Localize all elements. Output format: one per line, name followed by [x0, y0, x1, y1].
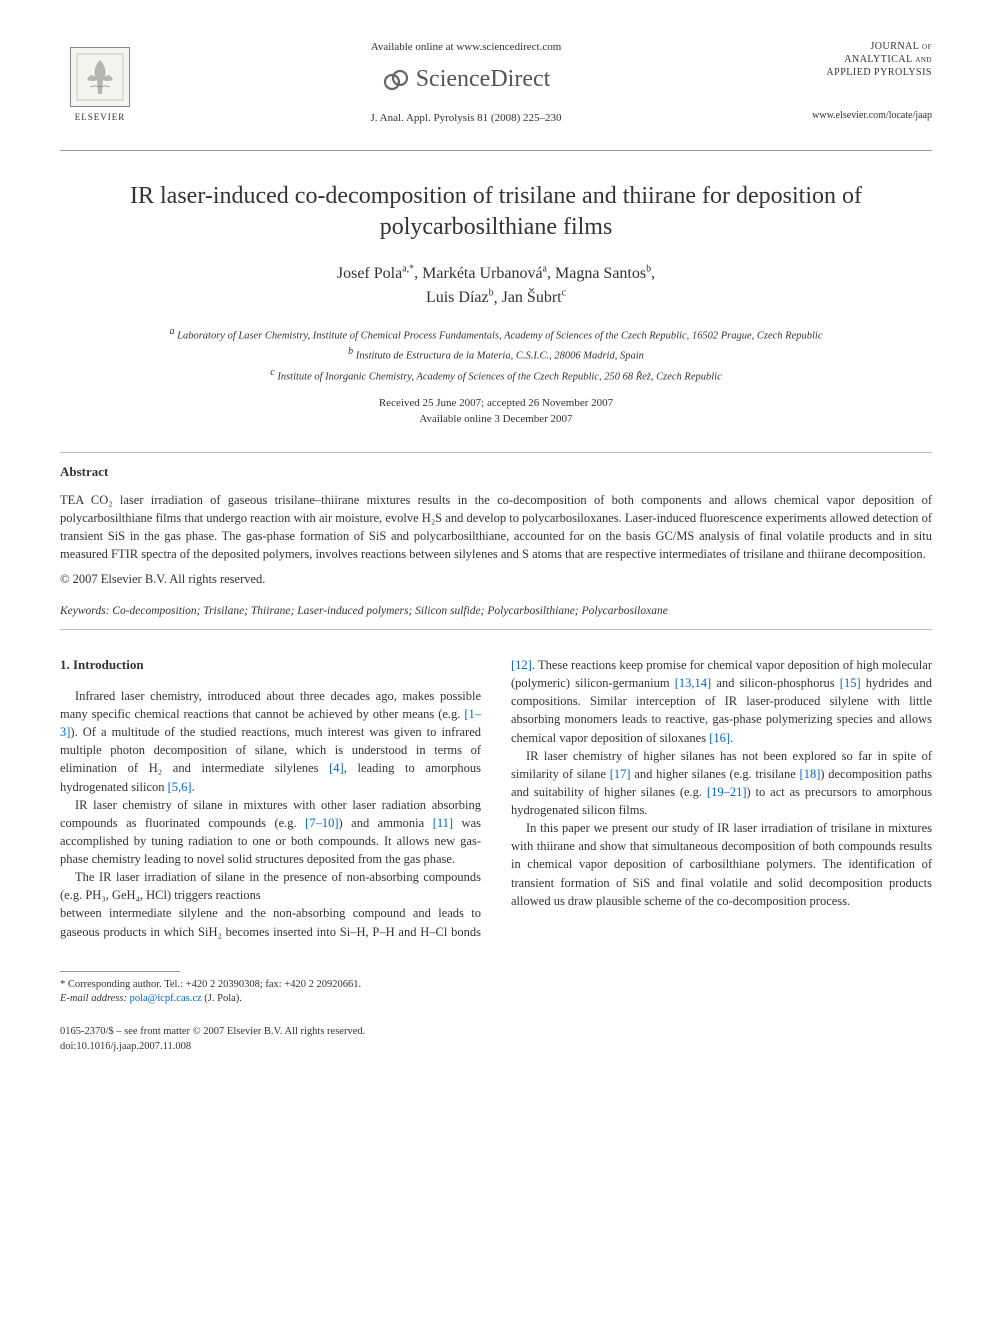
intro-p3a: The IR laser irradiation of silane in th… — [60, 868, 481, 904]
elsevier-logo: ELSEVIER — [60, 40, 140, 130]
affiliation-b: b Instituto de Estructura de la Materia,… — [60, 344, 932, 364]
ref-link[interactable]: [15] — [840, 676, 861, 690]
ref-link[interactable]: [13,14] — [675, 676, 711, 690]
header-rule — [60, 150, 932, 151]
ref-link[interactable]: [12] — [511, 658, 532, 672]
abstract-heading: Abstract — [60, 463, 932, 481]
ref-link[interactable]: [5,6] — [168, 780, 192, 794]
ref-link[interactable]: [4] — [329, 761, 344, 775]
journal-name-3: APPLIED PYROLYSIS — [792, 66, 932, 79]
available-online: Available online 3 December 2007 — [60, 411, 932, 428]
footnote-separator — [60, 971, 180, 972]
keywords-label: Keywords: — [60, 605, 109, 617]
abstract-copyright: © 2007 Elsevier B.V. All rights reserved… — [60, 571, 932, 589]
dates-block: Received 25 June 2007; accepted 26 Novem… — [60, 395, 932, 428]
abstract-text: TEA CO₂ laser irradiation of gaseous tri… — [60, 491, 932, 564]
keywords-text: Co-decomposition; Trisilane; Thiirane; L… — [112, 605, 668, 617]
abstract-bottom-rule — [60, 629, 932, 630]
footer-left: 0165-2370/$ – see front matter © 2007 El… — [60, 1025, 365, 1054]
journal-url: www.elsevier.com/locate/jaap — [792, 109, 932, 122]
ref-link[interactable]: [17] — [610, 767, 631, 781]
author-3: Magna Santosb — [555, 265, 651, 282]
corresponding-author: * Corresponding author. Tel.: +420 2 203… — [60, 978, 932, 993]
ref-link[interactable]: [7–10] — [305, 816, 338, 830]
keywords-block: Keywords: Co-decomposition; Trisilane; T… — [60, 603, 932, 619]
authors-block: Josef Polaa,*, Markéta Urbanováa, Magna … — [60, 261, 932, 310]
journal-name-1: JOURNAL of — [792, 40, 932, 53]
ref-link[interactable]: [11] — [433, 816, 453, 830]
journal-box: JOURNAL of ANALYTICAL and APPLIED PYROLY… — [792, 40, 932, 122]
intro-p4: IR laser chemistry of higher silanes has… — [511, 747, 932, 820]
intro-p2: IR laser chemistry of silane in mixtures… — [60, 796, 481, 869]
sciencedirect-icon — [382, 66, 410, 94]
ref-link[interactable]: [16] — [709, 731, 730, 745]
journal-name-2: ANALYTICAL and — [792, 53, 932, 66]
available-online-text: Available online at www.sciencedirect.co… — [160, 40, 772, 55]
affiliation-c: c Institute of Inorganic Chemistry, Acad… — [60, 365, 932, 385]
front-matter: 0165-2370/$ – see front matter © 2007 El… — [60, 1025, 365, 1040]
article-title: IR laser-induced co-decomposition of tri… — [60, 181, 932, 243]
author-4: Luis Díazb — [426, 289, 494, 306]
elsevier-tree-icon — [70, 47, 130, 107]
email-line: E-mail address: pola@icpf.cas.cz (J. Pol… — [60, 992, 932, 1007]
affiliations-block: a Laboratory of Laser Chemistry, Institu… — [60, 324, 932, 385]
ref-link[interactable]: [19–21] — [707, 785, 747, 799]
received-accepted: Received 25 June 2007; accepted 26 Novem… — [60, 395, 932, 412]
ref-link[interactable]: [18] — [800, 767, 821, 781]
email-link[interactable]: pola@icpf.cas.cz — [130, 993, 202, 1004]
doi: doi:10.1016/j.jaap.2007.11.008 — [60, 1040, 365, 1055]
page-footer: 0165-2370/$ – see front matter © 2007 El… — [60, 1025, 932, 1054]
center-header: Available online at www.sciencedirect.co… — [140, 40, 792, 126]
affiliation-a: a Laboratory of Laser Chemistry, Institu… — [60, 324, 932, 344]
sciencedirect-logo: ScienceDirect — [160, 63, 772, 97]
email-label: E-mail address: — [60, 993, 127, 1004]
abstract-top-rule — [60, 452, 932, 453]
author-5: Jan Šubrtc — [502, 289, 566, 306]
email-suffix: (J. Pola). — [204, 993, 242, 1004]
author-1: Josef Polaa,* — [337, 265, 414, 282]
elsevier-label: ELSEVIER — [75, 111, 126, 124]
footnotes: * Corresponding author. Tel.: +420 2 203… — [60, 978, 932, 1007]
page-header: ELSEVIER Available online at www.science… — [60, 40, 932, 130]
section-1-heading: 1. Introduction — [60, 656, 481, 675]
intro-p5: In this paper we present our study of IR… — [511, 819, 932, 910]
body-columns: 1. Introduction Infrared laser chemistry… — [60, 656, 932, 941]
author-2: Markéta Urbanováa — [422, 265, 547, 282]
sciencedirect-text: ScienceDirect — [416, 63, 551, 97]
intro-p1: Infrared laser chemistry, introduced abo… — [60, 687, 481, 796]
journal-citation: J. Anal. Appl. Pyrolysis 81 (2008) 225–2… — [160, 111, 772, 126]
